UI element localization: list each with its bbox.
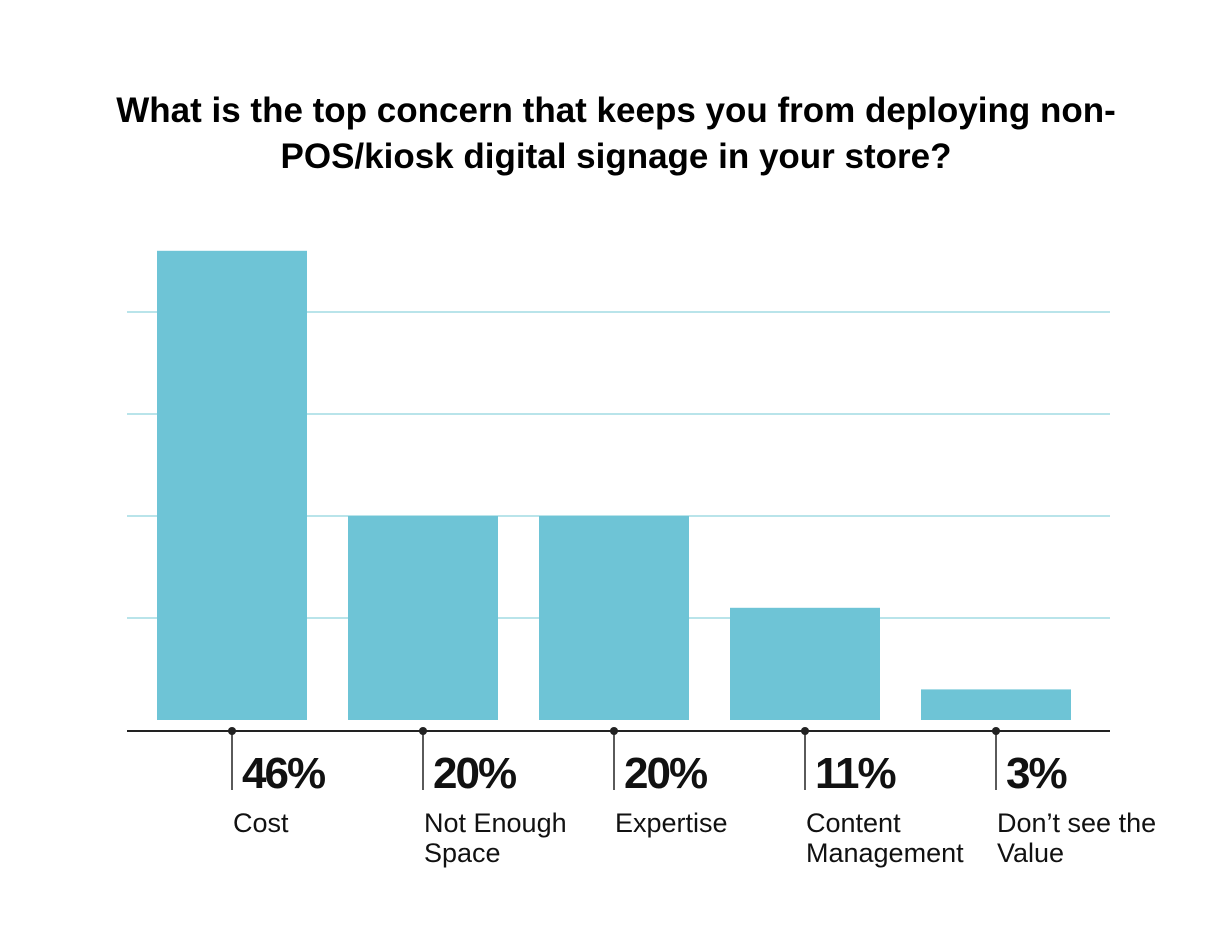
label-dot — [610, 727, 618, 735]
chart-title: What is the top concern that keeps you f… — [116, 91, 1116, 176]
label-dot — [801, 727, 809, 735]
value-label: 20% — [624, 749, 707, 798]
value-label: 3% — [1006, 749, 1066, 798]
bar — [348, 516, 498, 720]
label-dot — [228, 727, 236, 735]
value-label: 20% — [433, 749, 516, 798]
value-label: 11% — [815, 749, 896, 798]
value-label: 46% — [242, 749, 325, 798]
bar — [730, 607, 880, 720]
x-tick-label: Not Enough Space — [424, 808, 567, 868]
x-tick-label: Content Management — [806, 808, 964, 868]
bar — [157, 250, 307, 721]
label-dot — [992, 727, 1000, 735]
bar — [921, 689, 1071, 720]
x-tick-label: Don’t see the Value — [997, 808, 1157, 868]
x-tick-label: Cost — [233, 808, 289, 838]
x-tick-label: Expertise — [615, 808, 728, 838]
bar — [539, 516, 689, 720]
label-dot — [419, 727, 427, 735]
